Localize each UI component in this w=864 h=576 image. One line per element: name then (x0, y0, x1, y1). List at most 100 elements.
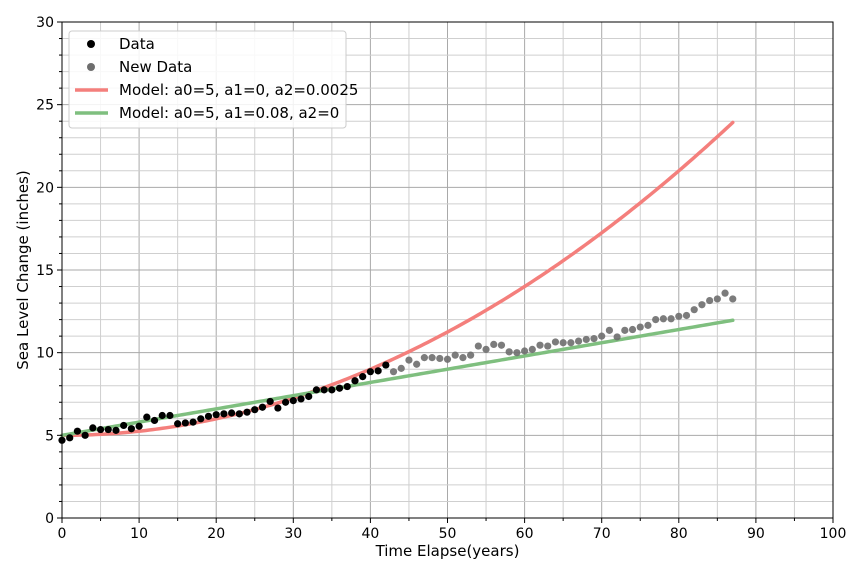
y-tick-label: 15 (36, 263, 54, 279)
new-data-point (667, 315, 675, 323)
x-axis-label: Time Elapse(years) (375, 542, 520, 560)
data-point (220, 410, 228, 418)
legend-label-data: Data (119, 35, 155, 53)
legend-box (68, 30, 347, 129)
data-point (235, 410, 243, 418)
data-point (81, 431, 89, 439)
new-data-point (706, 296, 714, 305)
new-data-point (590, 335, 598, 343)
new-data-point (405, 356, 413, 364)
data-point (143, 413, 151, 421)
data-point (212, 411, 220, 419)
new-data-point (505, 348, 513, 356)
new-data-point (474, 342, 482, 350)
y-tick-label: 30 (36, 15, 54, 31)
series-line-3 (60, 318, 735, 438)
data-point (96, 425, 105, 434)
new-data-point (497, 341, 506, 349)
data-points (58, 289, 737, 444)
data-point (243, 408, 251, 416)
new-data-point (613, 333, 621, 341)
data-point (351, 377, 359, 385)
data-point (181, 419, 189, 427)
data-point (197, 415, 205, 423)
data-point (297, 395, 305, 403)
y-tick-label: 20 (36, 180, 54, 196)
x-tick-label: 100 (820, 526, 847, 542)
data-point (89, 424, 97, 432)
x-tick-label: 30 (284, 526, 302, 542)
y-tick-label: 0 (45, 511, 54, 527)
data-point (158, 411, 166, 420)
data-point (112, 426, 120, 434)
x-tick-label: 60 (516, 526, 534, 542)
new-data-point (644, 321, 652, 329)
data-point (328, 386, 336, 394)
new-data-point (582, 335, 590, 344)
new-data-point (551, 338, 560, 346)
data-point (120, 421, 128, 430)
new-data-point (420, 354, 428, 362)
new-data-point (389, 368, 398, 376)
legend-symbol-data (87, 40, 95, 48)
new-data-point (721, 289, 729, 297)
data-point (305, 392, 313, 401)
data-point (189, 418, 197, 426)
new-data-point (459, 354, 467, 362)
legend-label-model-linear: Model: a0=5, a1=0.08, a2=0 (119, 104, 339, 122)
x-tick-label: 10 (130, 526, 148, 542)
data-point (374, 367, 382, 375)
data-point (335, 384, 344, 392)
y-tick-label: 10 (36, 346, 54, 362)
new-data-point (513, 349, 521, 357)
new-data-point (521, 347, 529, 355)
data-point (320, 386, 328, 394)
new-data-point (528, 345, 536, 353)
data-point (366, 368, 374, 376)
new-data-point (690, 306, 698, 314)
model-lines (60, 120, 735, 438)
data-point (274, 404, 282, 412)
data-point (73, 427, 82, 435)
data-point (204, 412, 213, 420)
x-tick-label: 0 (58, 526, 67, 542)
new-data-point (436, 354, 444, 363)
data-point (382, 361, 390, 369)
y-tick-label: 5 (45, 428, 54, 444)
new-data-point (574, 337, 583, 345)
x-tick-label: 70 (593, 526, 611, 542)
new-data-point (567, 339, 575, 347)
series-line-2 (60, 120, 735, 438)
new-data-point (713, 295, 721, 303)
axis-ticks: 0 10 20 30 40 50 60 70 80 90 100 0 5 10 15 20 25 30 (36, 15, 846, 542)
data-point (343, 382, 351, 391)
legend-symbol-new-data (87, 63, 95, 71)
data-point (174, 420, 182, 428)
data-point (228, 409, 236, 417)
data-point (251, 406, 259, 414)
x-tick-label: 40 (361, 526, 379, 542)
new-data-point (621, 326, 629, 334)
new-data-point (428, 354, 436, 362)
data-point (135, 422, 143, 430)
data-point (359, 373, 367, 381)
new-data-point (636, 323, 644, 331)
new-data-point (598, 332, 606, 340)
new-data-point (652, 316, 660, 324)
data-point (281, 398, 290, 406)
new-data-point (413, 360, 421, 368)
new-data-point (675, 312, 683, 320)
data-point (150, 416, 159, 425)
new-data-point (698, 301, 706, 309)
data-point (258, 403, 267, 411)
new-data-point (443, 355, 452, 363)
data-point (104, 425, 112, 434)
legend: Data New Data Model: a0=5, a1=0, a2=0.00… (68, 30, 358, 129)
legend-label-model-quadratic: Model: a0=5, a1=0, a2=0.0025 (119, 81, 358, 99)
new-data-point (659, 315, 667, 323)
data-point (312, 386, 321, 394)
y-axis-label: Sea Level Change (inches) (14, 170, 32, 369)
data-point (166, 411, 174, 420)
new-data-point (482, 345, 490, 353)
